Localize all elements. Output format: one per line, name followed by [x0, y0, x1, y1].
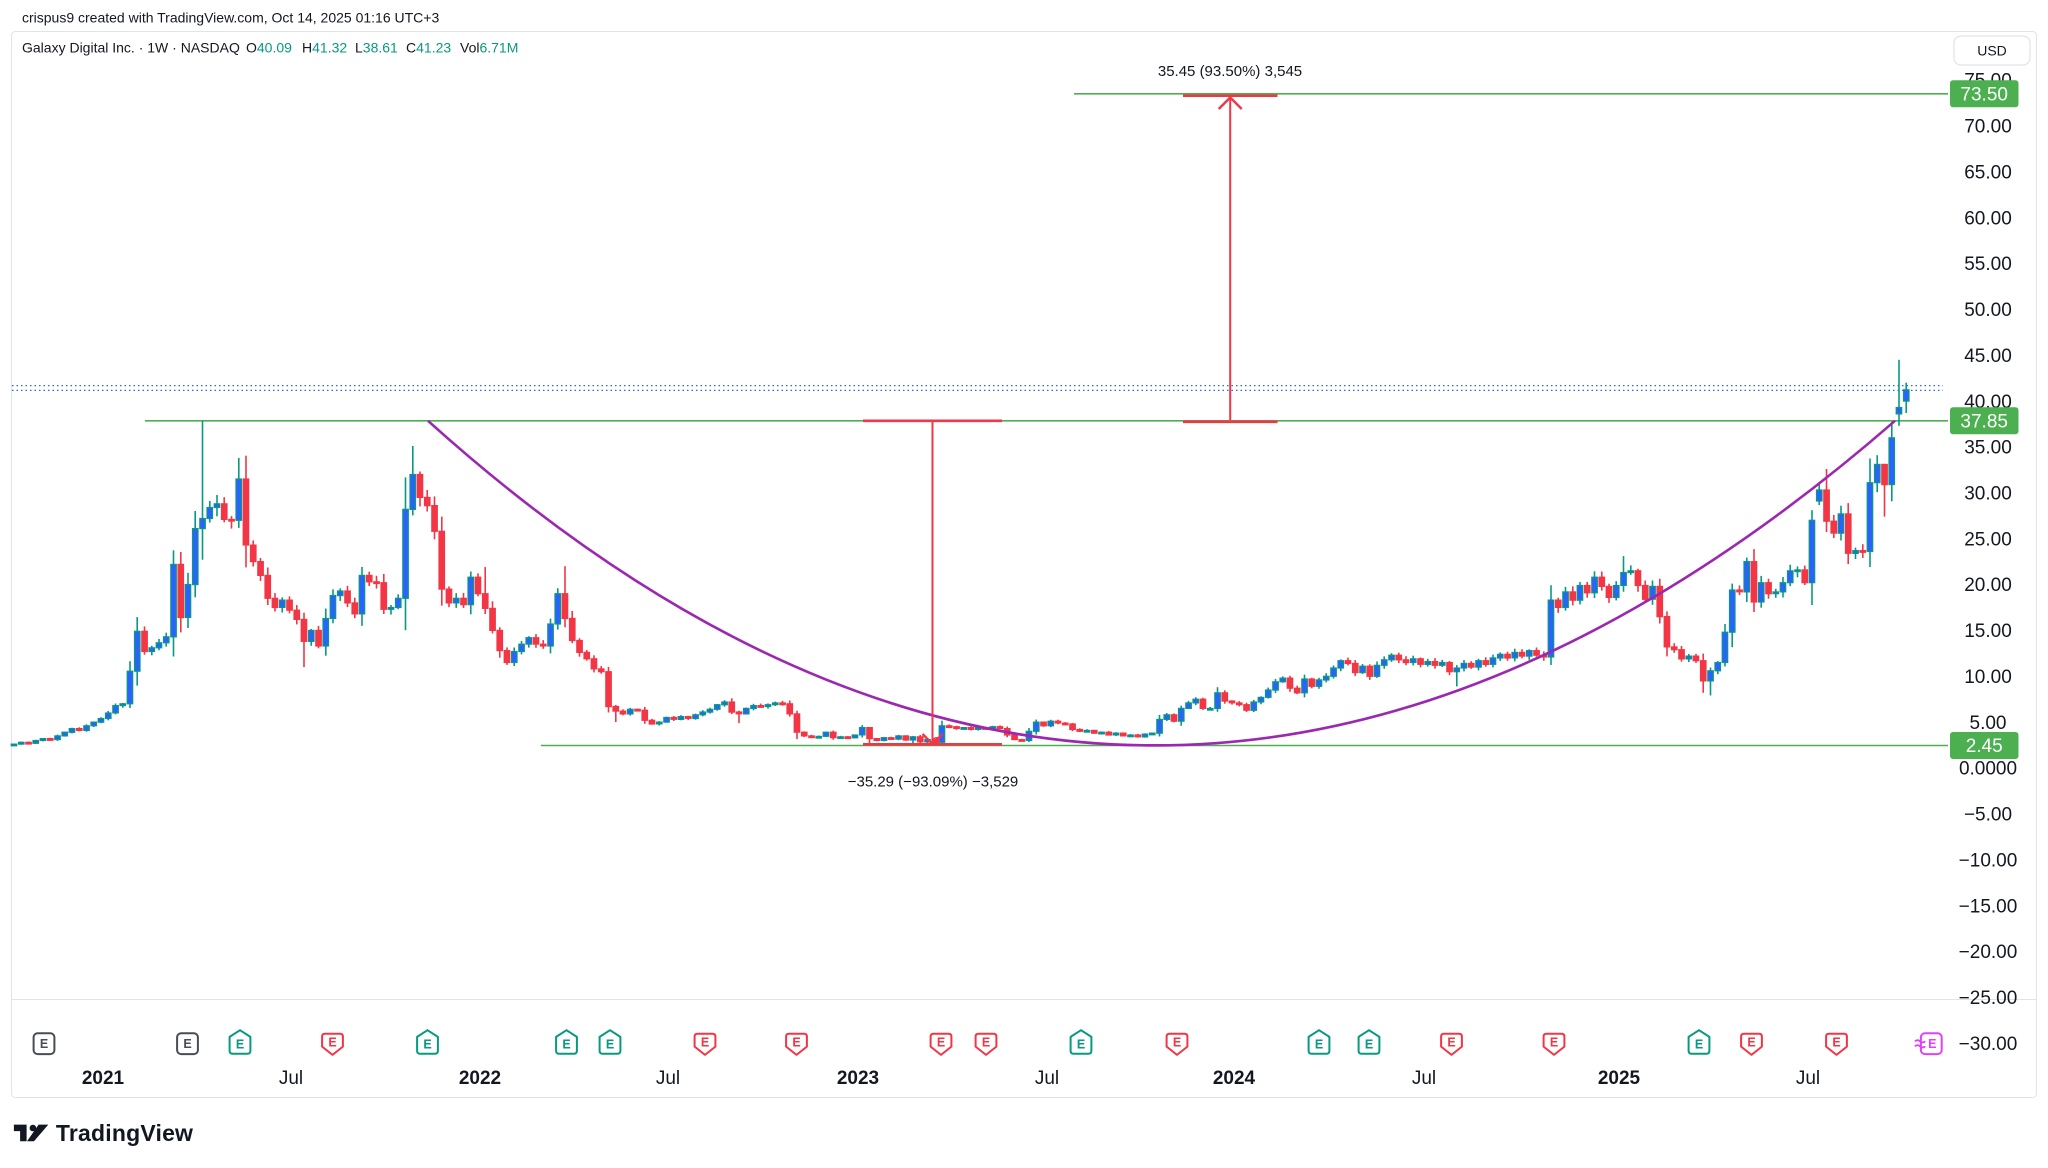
svg-text:45.00: 45.00: [1964, 346, 2012, 367]
svg-text:70.00: 70.00: [1964, 117, 2012, 138]
svg-text:E: E: [1315, 1037, 1323, 1051]
svg-text:E: E: [1365, 1037, 1373, 1051]
svg-text:50.00: 50.00: [1964, 300, 2012, 321]
svg-text:35.00: 35.00: [1964, 438, 2012, 459]
svg-text:Jul: Jul: [1796, 1068, 1820, 1089]
svg-text:2025: 2025: [1598, 1068, 1641, 1089]
svg-text:E: E: [1447, 1035, 1455, 1049]
svg-text:E: E: [1173, 1035, 1181, 1049]
svg-text:25.00: 25.00: [1964, 529, 2012, 550]
svg-text:E: E: [606, 1037, 614, 1051]
svg-text:E: E: [236, 1037, 244, 1051]
svg-text:E: E: [1832, 1035, 1840, 1049]
svg-text:2023: 2023: [837, 1068, 879, 1089]
svg-text:35.45 (93.50%) 3,545: 35.45 (93.50%) 3,545: [1158, 63, 1302, 80]
svg-text:E: E: [982, 1035, 990, 1049]
svg-text:E: E: [562, 1037, 570, 1051]
svg-text:Jul: Jul: [1412, 1068, 1436, 1089]
svg-text:E: E: [423, 1037, 431, 1051]
svg-text:Jul: Jul: [1035, 1068, 1059, 1089]
svg-text:55.00: 55.00: [1964, 254, 2012, 275]
svg-text:73.50: 73.50: [1960, 85, 2008, 106]
svg-text:5.00: 5.00: [1970, 713, 2007, 734]
svg-text:E: E: [1695, 1037, 1703, 1051]
svg-text:2.45: 2.45: [1966, 736, 2003, 757]
svg-text:−35.29 (−93.09%) −3,529: −35.29 (−93.09%) −3,529: [848, 774, 1019, 791]
svg-text:65.00: 65.00: [1964, 162, 2012, 183]
svg-text:−15.00: −15.00: [1959, 896, 2018, 917]
svg-text:E: E: [937, 1035, 945, 1049]
svg-text:60.00: 60.00: [1964, 208, 2012, 229]
svg-text:E: E: [1747, 1035, 1755, 1049]
svg-text:E: E: [40, 1037, 48, 1051]
svg-text:USD: USD: [1977, 42, 2007, 58]
svg-text:30.00: 30.00: [1964, 484, 2012, 505]
svg-text:crispus9 created with TradingV: crispus9 created with TradingView.com, O…: [22, 9, 439, 25]
svg-text:2021: 2021: [82, 1068, 125, 1089]
svg-text:−5.00: −5.00: [1964, 805, 2012, 826]
svg-text:−30.00: −30.00: [1959, 1034, 2018, 1055]
svg-text:20.00: 20.00: [1964, 575, 2012, 596]
svg-text:E: E: [183, 1037, 191, 1051]
svg-text:2022: 2022: [459, 1068, 501, 1089]
svg-text:−10.00: −10.00: [1959, 850, 2018, 871]
svg-text:2024: 2024: [1213, 1068, 1256, 1089]
svg-text:−25.00: −25.00: [1959, 988, 2018, 1009]
svg-text:37.85: 37.85: [1960, 412, 2008, 433]
svg-text:10.00: 10.00: [1964, 667, 2012, 688]
svg-text:Jul: Jul: [656, 1068, 680, 1089]
svg-text:Jul: Jul: [279, 1068, 303, 1089]
svg-text:15.00: 15.00: [1964, 621, 2012, 642]
svg-text:TradingView: TradingView: [56, 1120, 193, 1146]
svg-text:E: E: [1077, 1037, 1085, 1051]
svg-text:E: E: [792, 1035, 800, 1049]
svg-text:E: E: [701, 1035, 709, 1049]
svg-text:Galaxy Digital Inc. · 1W · NAS: Galaxy Digital Inc. · 1W · NASDAQ O40.09 H…: [22, 39, 518, 55]
svg-text:E: E: [1928, 1037, 1936, 1051]
svg-text:−20.00: −20.00: [1959, 942, 2018, 963]
svg-text:0.0000: 0.0000: [1959, 759, 2017, 780]
svg-text:E: E: [328, 1035, 336, 1049]
svg-text:E: E: [1550, 1035, 1558, 1049]
